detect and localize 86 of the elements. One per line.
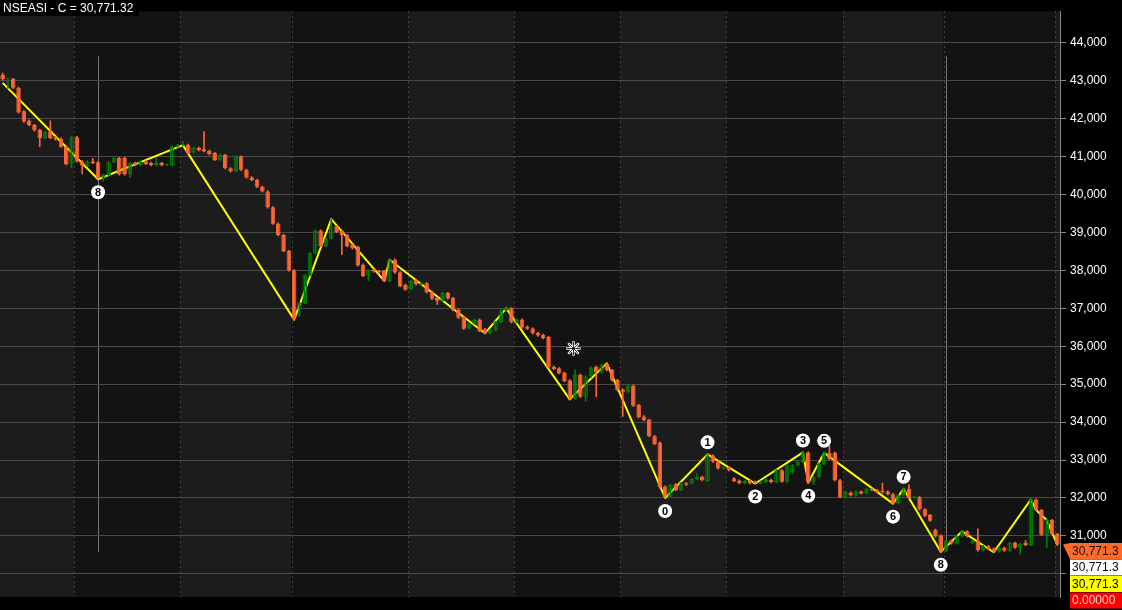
y-tick-label: 34,000 [1070,414,1108,429]
candlestick [965,530,970,538]
candlestick [938,534,943,553]
candlestick [435,296,440,305]
candlestick [726,466,731,472]
candlestick [615,378,620,392]
y-tick-label: 44,000 [1070,35,1108,49]
candlestick [281,233,286,253]
text: 0.00000 [1072,593,1116,608]
candlestick [779,469,784,483]
y-tick-label: 37,000 [1070,300,1108,315]
y-tick-label: 43,000 [1070,72,1108,87]
candlestick [546,336,551,369]
candlestick [122,156,127,176]
text: 30,771.3 [1072,576,1120,591]
candlestick [48,120,53,140]
annotation: 0 [662,504,669,517]
candlestick [318,229,323,248]
candlestick [1002,546,1007,552]
annotation: 3 [799,433,807,446]
candlestick [1039,509,1044,536]
y-tick-label: 42,000 [1070,110,1108,125]
candlestick [355,245,360,267]
annotation: 6 [889,510,897,523]
y-tick-label: 41,000 [1070,148,1108,163]
candlestick [260,185,265,193]
candlestick [636,403,641,419]
annotation: 8 [937,558,944,571]
annotation: 2 [752,490,759,503]
y-tick-label: 31,000 [1070,528,1108,543]
candlestick [530,327,535,335]
candlestick [525,325,530,330]
candlestick [64,145,69,166]
candlestick [647,418,652,438]
candlestick [652,435,657,446]
candlestick [276,222,281,237]
candlestick [0,72,5,81]
chart-title: NSEASI - C = 30,771.32 [3,0,134,15]
candlestick [1055,532,1060,546]
y-tick-label: 36,000 [1070,338,1108,353]
candlestick [509,307,514,324]
y-tick-label: 40,000 [1070,186,1108,201]
candlestick [403,283,408,291]
candlestick [37,128,42,147]
candlestick [32,123,37,132]
candlestick [456,308,461,319]
candlestick [562,371,567,383]
candlestick [117,156,122,176]
text: 30,771.3 [1072,543,1120,558]
candlestick [424,282,429,294]
y-tick-label: 35,000 [1070,376,1108,391]
annotation: 4 [805,489,813,502]
candlestick [461,315,466,330]
y-tick-label: 32,000 [1070,490,1108,505]
candlestick [223,153,228,170]
candlestick [620,388,625,417]
candlestick [673,483,678,492]
candlestick [578,373,583,398]
candlestick [991,547,996,553]
candlestick [249,176,254,182]
candlestick [631,384,636,407]
candlestick [806,451,811,484]
candlestick [594,365,599,398]
candlestick [949,539,954,545]
annotation: 7 [900,470,907,483]
candlestick [477,318,482,333]
candlestick [16,86,21,114]
text: 30,771.3 [1072,560,1120,575]
annotation: 5 [821,434,828,447]
y-tick-label: 33,000 [1070,452,1108,467]
candlestick [917,496,922,511]
annotation: 1 [704,435,711,448]
candlestick [212,152,217,162]
y-tick-label: 38,000 [1070,262,1108,277]
candlestick [986,545,991,551]
candlestick [265,190,270,209]
candlestick [567,379,572,400]
candlestick [334,225,339,234]
annotation: 8 [94,185,102,198]
candlestick [244,168,249,179]
candlestick [11,78,16,89]
candlestick [827,445,832,460]
y-tick-label: 39,000 [1070,224,1108,239]
candlestick [933,528,938,538]
candlestick [832,451,837,482]
candlestick [228,167,233,173]
